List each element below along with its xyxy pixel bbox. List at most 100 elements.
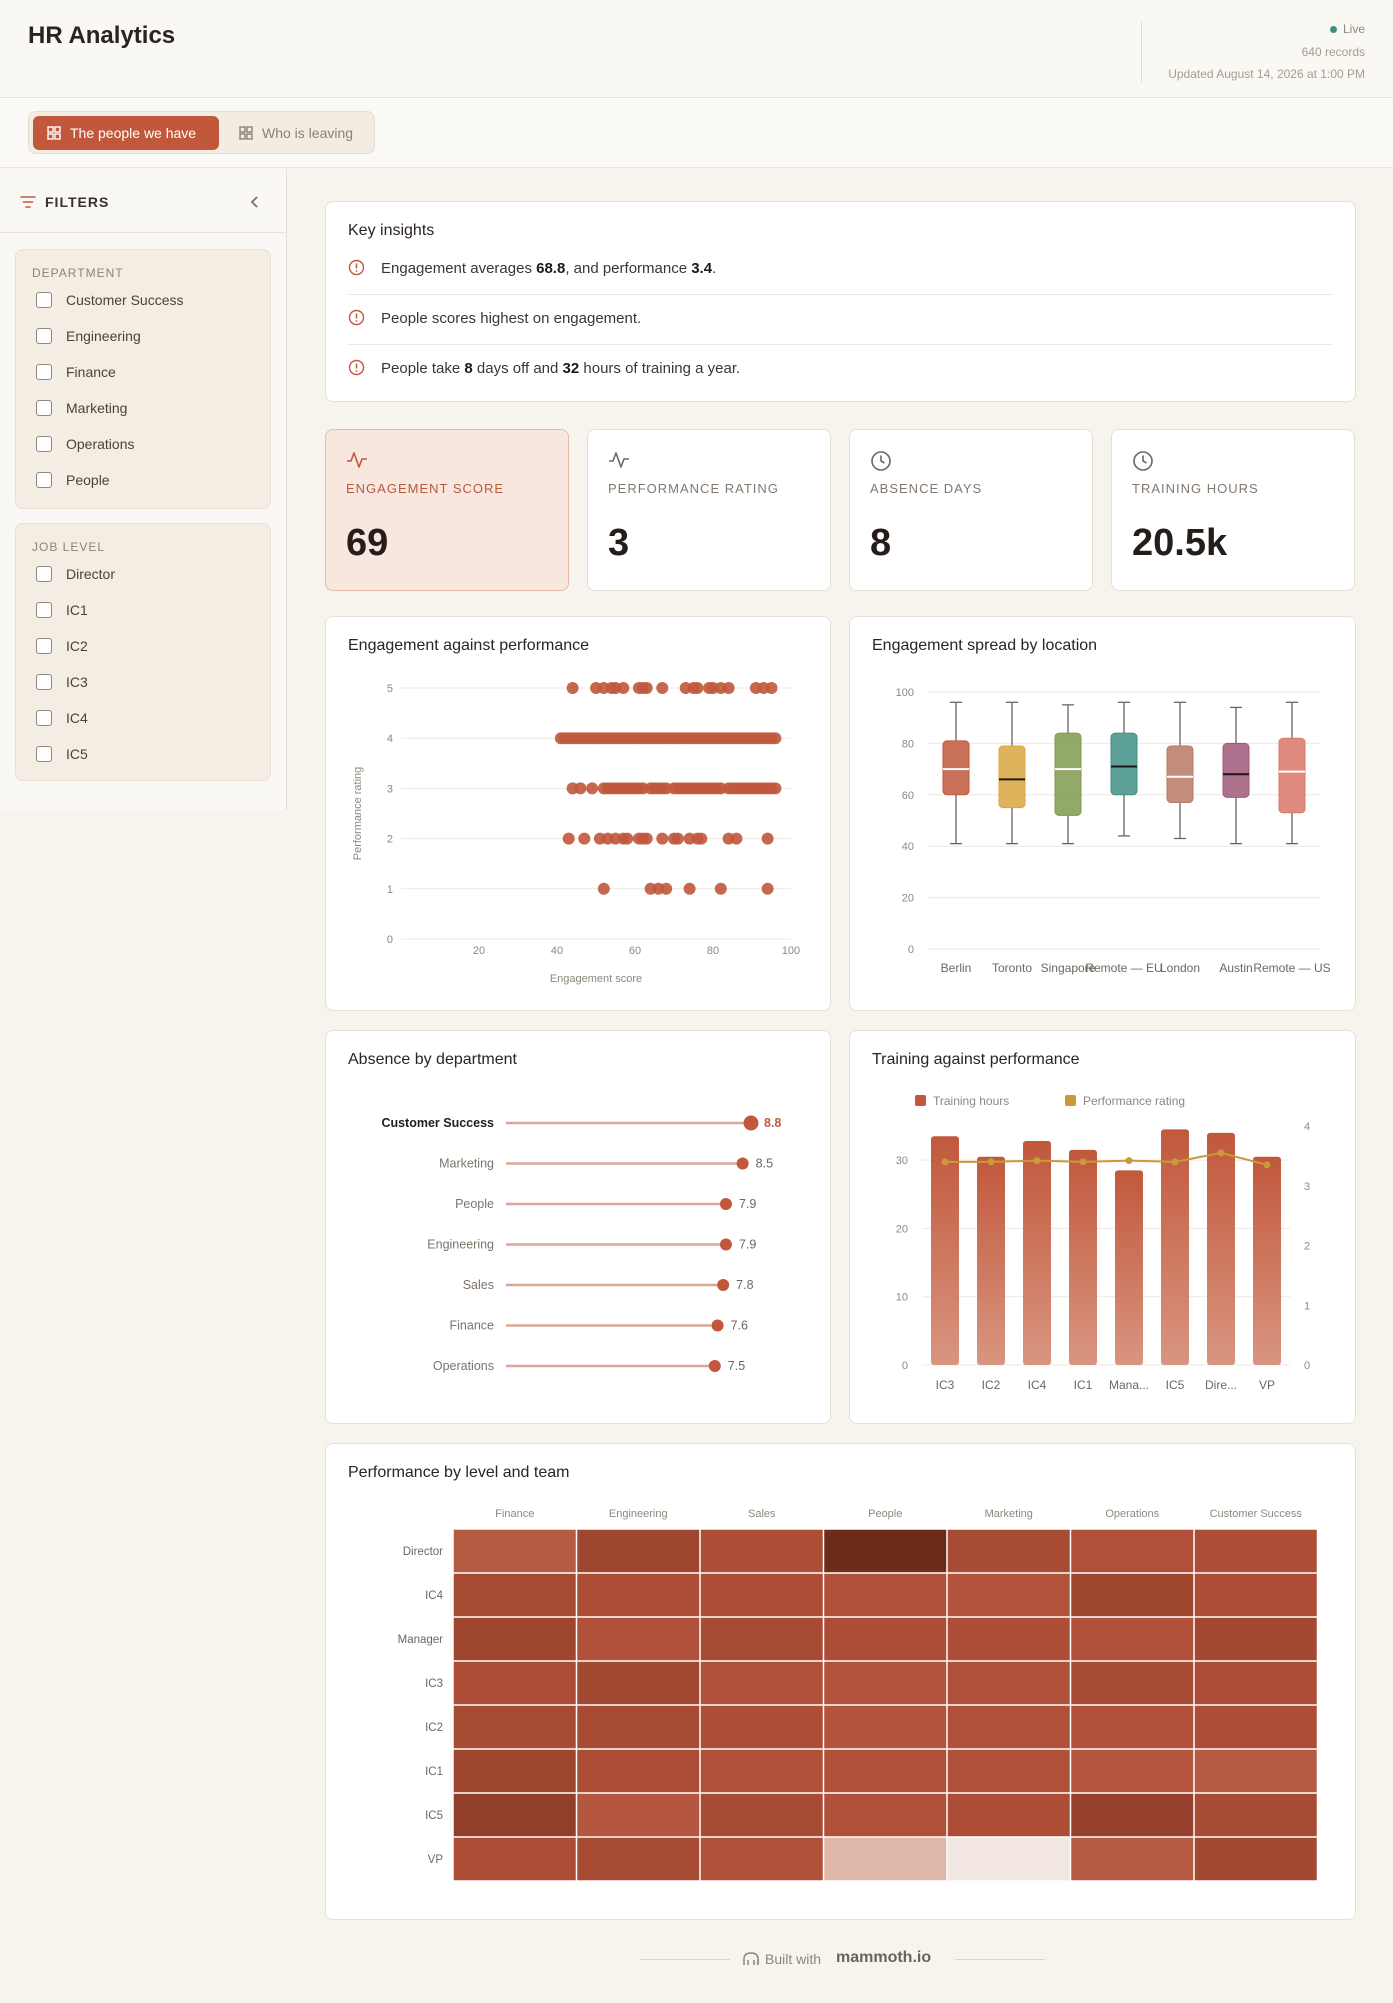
checkbox[interactable] bbox=[36, 674, 52, 690]
heatmap-cell bbox=[453, 1573, 576, 1617]
checkbox[interactable] bbox=[36, 328, 52, 344]
row-label: IC1 bbox=[425, 1766, 443, 1778]
filter-option[interactable]: Engineering bbox=[36, 326, 141, 346]
heatmap-cell bbox=[577, 1617, 700, 1661]
scatter-point bbox=[566, 682, 579, 694]
heatmap-cell bbox=[700, 1749, 823, 1793]
x-axis-label: Engagement score bbox=[550, 973, 642, 985]
scatter-point bbox=[695, 832, 708, 845]
heatmap-cell bbox=[1071, 1749, 1194, 1793]
heatmap-cell bbox=[577, 1705, 700, 1749]
y-tick-label: 0 bbox=[902, 1360, 908, 1372]
value-label: 7.9 bbox=[739, 1238, 756, 1252]
column-label: Engineering bbox=[609, 1508, 668, 1520]
filter-option[interactable]: IC4 bbox=[36, 708, 88, 728]
filter-option-label: Director bbox=[66, 566, 116, 582]
checkbox[interactable] bbox=[36, 436, 52, 452]
clock-icon bbox=[871, 451, 891, 471]
filter-option[interactable]: IC5 bbox=[36, 744, 88, 764]
scatter-point bbox=[660, 882, 673, 895]
heatmap-cell bbox=[824, 1573, 947, 1617]
x-tick-label: Singapore bbox=[1041, 961, 1096, 975]
scatter-point bbox=[769, 732, 782, 745]
filter-option-label: Customer Success bbox=[66, 292, 184, 308]
lollipop-dot bbox=[743, 1115, 759, 1131]
bar bbox=[1253, 1156, 1281, 1365]
filter-option[interactable]: IC2 bbox=[36, 636, 88, 656]
column-label: Finance bbox=[495, 1508, 534, 1520]
value-label: 7.6 bbox=[731, 1319, 748, 1333]
tab-who-is-leaving[interactable]: Who is leaving bbox=[225, 116, 371, 150]
performance-heatmap-card: Performance by level and team Finance Eng… bbox=[325, 1443, 1356, 1920]
y-tick-label: 5 bbox=[387, 683, 393, 695]
filter-group-job-level: JOB LEVEL Director IC1 IC2 IC3 IC4 IC5 bbox=[15, 523, 271, 781]
footer-brand-link[interactable]: mammoth.io bbox=[836, 1949, 932, 1966]
scatter-point bbox=[597, 882, 610, 895]
filter-option[interactable]: Operations bbox=[36, 434, 134, 454]
heatmap-cell bbox=[824, 1837, 947, 1881]
filter-option[interactable]: Finance bbox=[36, 362, 116, 382]
scatter-point bbox=[586, 782, 599, 795]
checkbox[interactable] bbox=[36, 638, 52, 654]
x-tick-label: 80 bbox=[707, 945, 719, 957]
lollipop-chart: Customer Success 8.8 Marketing 8.5 People 7.9… bbox=[381, 1115, 781, 1373]
filter-option[interactable]: IC1 bbox=[36, 600, 88, 620]
scatter-point bbox=[640, 682, 653, 694]
checkbox[interactable] bbox=[36, 400, 52, 416]
filter-option[interactable]: IC3 bbox=[36, 672, 88, 692]
checkbox[interactable] bbox=[36, 472, 52, 488]
heatmap-cell bbox=[453, 1837, 576, 1881]
footer-built-with: Built with bbox=[765, 1951, 822, 1967]
legend-swatch bbox=[915, 1095, 926, 1106]
filter-option[interactable]: Director bbox=[36, 564, 115, 584]
x-tick-label: London bbox=[1160, 961, 1200, 975]
filters-header: FILTERS bbox=[0, 169, 287, 233]
filter-option[interactable]: Marketing bbox=[36, 398, 127, 418]
heatmap-cell bbox=[700, 1793, 823, 1837]
kpi-card-absence[interactable]: ABSENCE DAYS 8 bbox=[849, 429, 1093, 591]
checkbox[interactable] bbox=[36, 364, 52, 380]
box bbox=[1222, 742, 1250, 798]
category-label: People bbox=[455, 1197, 494, 1211]
kpi-value: 69 bbox=[346, 522, 389, 564]
tab-people-we-have[interactable]: The people we have bbox=[33, 116, 219, 150]
footer-divider bbox=[955, 1959, 1045, 1960]
heatmap-cell bbox=[1194, 1661, 1317, 1705]
row-label: Manager bbox=[398, 1634, 444, 1646]
value-label: 7.8 bbox=[736, 1278, 753, 1292]
y2-tick-label: 3 bbox=[1304, 1181, 1310, 1193]
chart-title: Performance by level and team bbox=[348, 1464, 570, 1481]
line-point bbox=[987, 1158, 995, 1166]
checkbox[interactable] bbox=[36, 292, 52, 308]
chart-title: Training against performance bbox=[872, 1051, 1080, 1068]
kpi-card-performance[interactable]: PERFORMANCE RATING 3 bbox=[587, 429, 831, 591]
x-tick-label: VP bbox=[1259, 1378, 1275, 1392]
heatmap-cell bbox=[453, 1793, 576, 1837]
x-tick-label: 20 bbox=[473, 945, 485, 957]
checkbox[interactable] bbox=[36, 746, 52, 762]
category-label: Customer Success bbox=[381, 1116, 494, 1130]
chevron-left-icon[interactable] bbox=[250, 196, 260, 208]
filter-option[interactable]: People bbox=[36, 470, 110, 490]
kpi-card-training[interactable]: TRAINING HOURS 20.5k bbox=[1111, 429, 1355, 591]
y-tick-label: 3 bbox=[387, 783, 393, 795]
y-tick-label: 10 bbox=[896, 1292, 908, 1304]
checkbox[interactable] bbox=[36, 566, 52, 582]
heatmap-cell bbox=[1194, 1705, 1317, 1749]
value-label: 7.5 bbox=[728, 1359, 745, 1373]
lollipop-dot bbox=[719, 1198, 732, 1210]
kpi-card-engagement[interactable]: ENGAGEMENT SCORE 69 bbox=[325, 429, 569, 591]
kpi-value: 20.5k bbox=[1132, 522, 1228, 564]
kpi-label: ABSENCE DAYS bbox=[870, 481, 983, 496]
checkbox[interactable] bbox=[36, 710, 52, 726]
checkbox[interactable] bbox=[36, 602, 52, 618]
kpi-label: PERFORMANCE RATING bbox=[608, 481, 779, 496]
line-point bbox=[1125, 1157, 1133, 1165]
filter-option-label: IC5 bbox=[66, 746, 88, 762]
heatmap-cell bbox=[947, 1617, 1070, 1661]
filter-option[interactable]: Customer Success bbox=[36, 290, 183, 310]
lollipop-dot bbox=[719, 1238, 732, 1251]
x-tick-label: IC1 bbox=[1074, 1378, 1093, 1392]
y-tick-label: 1 bbox=[387, 884, 393, 896]
